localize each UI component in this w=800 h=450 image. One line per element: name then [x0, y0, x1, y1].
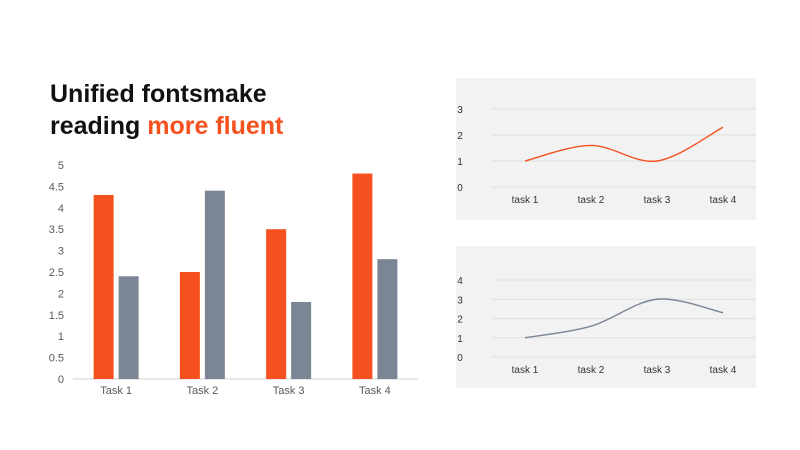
bar-chart-x-tick-label: Task 3 — [273, 385, 305, 397]
headline-line-2-plain: reading — [50, 112, 148, 140]
line-chart-1-x-tick-label: task 4 — [710, 195, 737, 206]
bar-chart-bar — [266, 229, 287, 379]
line-chart-1-x-tick-label: task 3 — [644, 195, 671, 206]
headline-line-1: Unified fontsmake — [50, 80, 267, 108]
bar-chart-y-tick-label: 0 — [58, 374, 64, 386]
bar-chart-x-tick-label: Task 2 — [186, 385, 218, 397]
line-chart-1: 0 1 2 3 task 1 task 2 task 3 task 4 — [457, 105, 756, 206]
bar-chart-bar — [118, 276, 139, 379]
headline-line-2-accent: more fluent — [147, 112, 284, 140]
bar-chart-y-tick-label: 2.5 — [49, 267, 64, 279]
bar-chart-bar — [179, 272, 200, 379]
line-chart-2-series-line — [524, 298, 724, 339]
line-chart-1-y-tick-label: 1 — [457, 157, 463, 168]
line-chart-1-y-tick-label: 0 — [457, 183, 463, 194]
bar-chart-bar — [352, 173, 373, 379]
line-chart-2-x-tick-label: task 1 — [512, 365, 539, 376]
bar-chart-y-tick-label: 1 — [58, 331, 64, 343]
line-chart-2-y-tick-label: 2 — [457, 315, 463, 326]
line-chart-2-x-tick-label: task 4 — [710, 365, 737, 376]
bar-chart-bar — [93, 194, 114, 379]
line-chart-1-series-line — [524, 126, 724, 162]
bar-chart-bar — [291, 301, 312, 379]
bar-chart: 0 0.5 1 1.5 2 2.5 3 3.5 4 4.5 5 Task 1 Task 2 Task 3 T… — [49, 160, 418, 397]
line-chart-panel-2: 0 1 2 3 4 task 1 task 2 task 3 task 4 — [456, 246, 756, 388]
bar-chart-y-tick-label: 0.5 — [49, 353, 64, 365]
bar-chart-y-tick-label: 5 — [58, 160, 64, 172]
line-chart-2-x-tick-label: task 3 — [644, 365, 671, 376]
bar-chart-y-tick-label: 2 — [58, 288, 64, 300]
bar-chart-y-tick-label: 1.5 — [49, 310, 64, 322]
bar-chart-y-tick-label: 3 — [58, 246, 64, 258]
line-chart-panel-1: 0 1 2 3 task 1 task 2 task 3 task 4 — [456, 78, 756, 220]
line-chart-2-y-tick-label: 3 — [457, 295, 463, 306]
bar-chart-x-tick-label: Task 4 — [359, 385, 391, 397]
line-chart-1-x-tick-label: task 1 — [512, 195, 539, 206]
line-chart-1-x-tick-label: task 2 — [578, 195, 605, 206]
line-chart-2-y-tick-label: 1 — [457, 334, 463, 345]
line-chart-2-y-tick-label: 4 — [457, 276, 463, 287]
line-chart-2-y-tick-label: 0 — [457, 353, 463, 364]
bar-chart-x-tick-label: Task 1 — [100, 385, 132, 397]
headline: Unified fontsmake reading more fluent — [50, 78, 380, 142]
bar-chart-y-tick-label: 3.5 — [49, 224, 64, 236]
bar-chart-bar — [377, 259, 398, 379]
line-chart-1-y-tick-label: 3 — [457, 105, 463, 116]
bar-chart-bar — [204, 190, 225, 379]
bar-chart-y-tick-label: 4 — [58, 203, 64, 215]
line-chart-1-y-tick-label: 2 — [457, 131, 463, 142]
headline-line-2: reading more fluent — [50, 110, 380, 142]
line-chart-2-x-tick-label: task 2 — [578, 365, 605, 376]
bar-chart-y-tick-label: 4.5 — [49, 181, 64, 193]
line-chart-2: 0 1 2 3 4 task 1 task 2 task 3 task 4 — [457, 276, 756, 376]
